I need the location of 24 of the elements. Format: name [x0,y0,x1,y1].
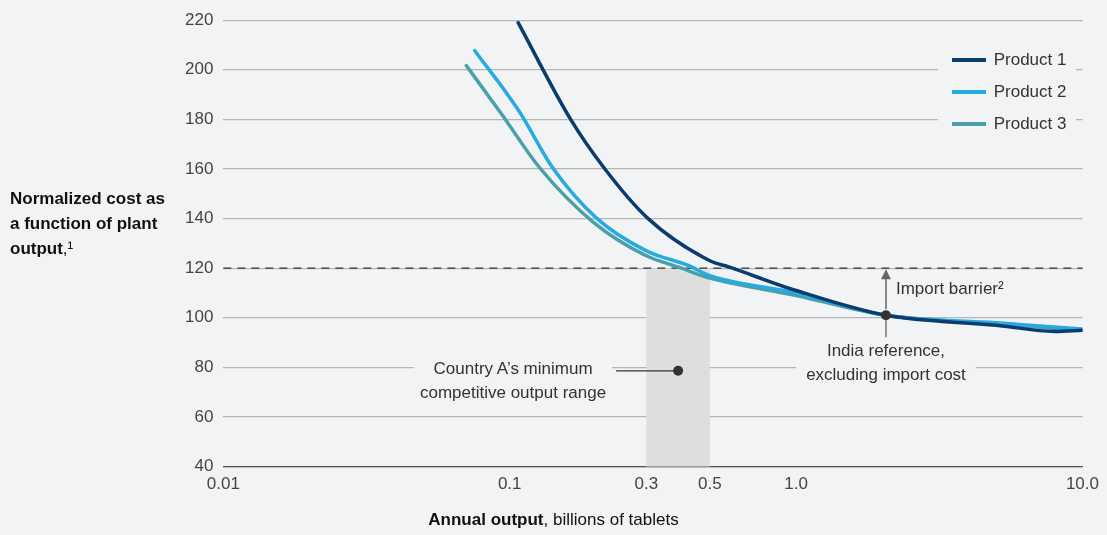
legend-label: Product 2 [993,82,1067,103]
annotation: Country A’s minimum competitive output range [419,359,607,403]
y-tick-label: 40 [194,456,214,476]
x-tick-label: 0.3 [634,474,659,494]
x-tick-label: 0.5 [698,474,722,494]
y-tick-label: 140 [184,208,214,228]
y-tick-label: 120 [184,257,214,277]
annotation: India reference, excluding import cost [806,341,967,385]
y-tick-label: 100 [184,307,214,327]
x-tick-label: 0.1 [497,474,522,494]
x-tick-label: 1.0 [784,474,808,494]
annotation: Import barrier² [895,279,1004,299]
y-tick-label: 180 [184,109,214,129]
y-tick-label: 80 [194,357,214,377]
x-tick-label: 0.01 [206,474,240,494]
y-axis-title: Normalized cost as a function of plant output,¹ [10,188,166,260]
y-tick-label: 200 [184,59,214,79]
legend-label: Product 1 [993,50,1067,71]
x-axis-title: Annual output, billions of tablets [427,510,680,530]
y-tick-label: 160 [184,158,214,178]
legend-label: Product 3 [993,114,1067,135]
y-tick-label: 60 [194,406,214,426]
x-tick-label: 10.0 [1065,474,1099,494]
y-tick-label: 220 [184,9,214,29]
